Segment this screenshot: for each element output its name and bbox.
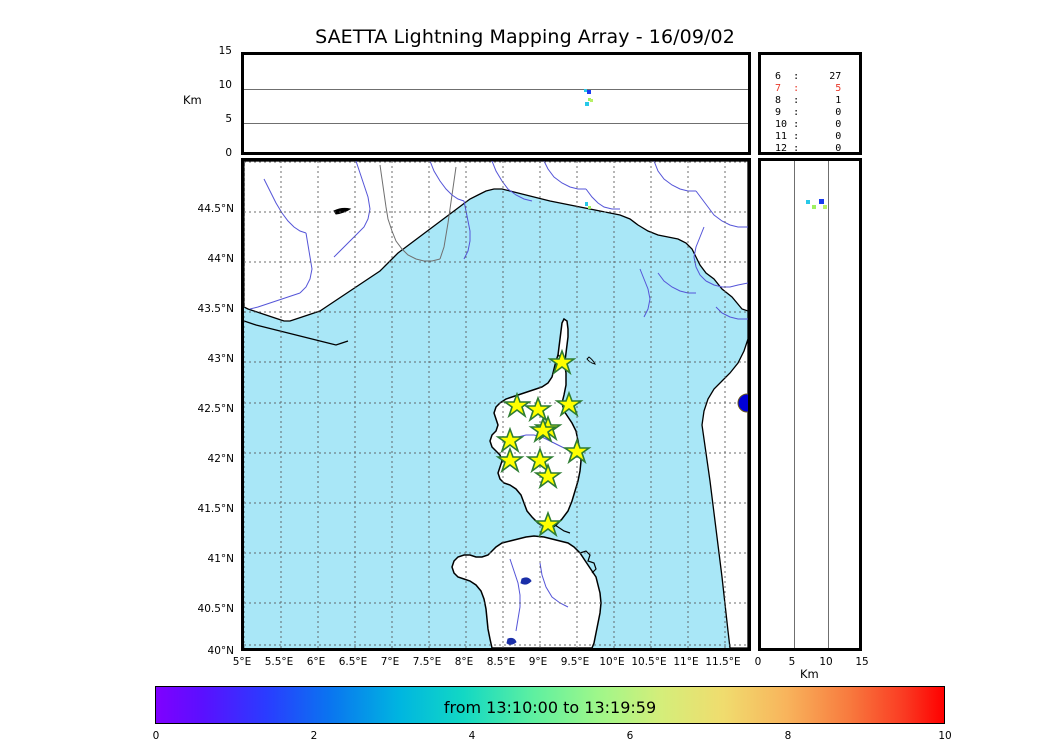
height-panel[interactable] [241,52,751,155]
map-xtick-9E: 9°E [528,656,548,668]
count-row: 12 : 0 [775,143,842,154]
colorbar-label: from 13:10:00 to 13:19:59 [443,698,657,717]
map-ytick-40.5N: 40.5°N [197,603,234,615]
height-ytick-15: 15 [218,45,232,57]
east-distance-panel[interactable] [758,158,862,651]
colorbar-tick-4: 4 [468,730,476,742]
height-gridline-5km [244,123,748,124]
lightning-sources [585,202,591,209]
count-row: 10 : 0 [775,119,842,130]
rivers [249,161,748,320]
count-row: 11 : 0 [775,131,842,142]
count-row: 8 : 1 [775,95,842,106]
height-scatter [584,89,593,106]
east-xaxis-label: Km [800,667,819,681]
height-gridline-10km [244,89,748,90]
east-gridline-10km [828,161,829,648]
east-xtick-10: 10 [819,656,833,668]
map-xtick-6.5E: 6.5°E [338,656,368,668]
map-ytick-42.5N: 42.5°N [197,403,234,415]
count-row-highlight: 7 : 5 [775,83,842,94]
map-xtick-8.5E: 8.5°E [486,656,516,668]
map-ytick-42N: 42°N [207,453,234,465]
east-scatter [806,199,827,209]
east-xtick-5: 5 [788,656,796,668]
height-yaxis-label: Km [183,93,202,107]
east-xtick-15: 15 [855,656,869,668]
colorbar-tick-10: 10 [938,730,952,742]
map-xtick-7.5E: 7.5°E [412,656,442,668]
map-ytick-41N: 41°N [207,553,234,565]
map-xtick-7E: 7°E [380,656,400,668]
edge-marker-dot [737,393,748,413]
map-xtick-11.5E: 11.5°E [705,656,741,668]
count-row: 9 : 0 [775,107,842,118]
map-xtick-5E: 5°E [232,656,252,668]
map-ytick-44.5N: 44.5°N [197,203,234,215]
sardinia-island [451,535,602,648]
page-title: SAETTA Lightning Mapping Array - 16/09/0… [315,26,735,48]
colorbar-tick-0: 0 [152,730,160,742]
count-row: 6 : 27 [775,71,842,82]
height-ytick-0: 0 [225,147,232,159]
map-xtick-10E: 10°E [599,656,625,668]
map-ytick-41.5N: 41.5°N [197,503,234,515]
east-xtick-0: 0 [754,656,762,668]
map-xtick-9.5E: 9.5°E [560,656,590,668]
map-panel[interactable] [241,158,751,651]
station-count-table: 6 : 27 7 : 5 8 : 1 9 : 0 10 : 0 11 : 0 1… [775,71,842,154]
map-xtick-8E: 8°E [454,656,474,668]
colorbar-gradient[interactable] [155,686,945,724]
map-ytick-43.5N: 43.5°N [197,303,234,315]
map-ytick-40N: 40°N [207,645,234,657]
height-ytick-10: 10 [218,79,232,91]
map-gridlines [244,161,748,648]
map-ytick-44N: 44°N [207,253,234,265]
coastal-islands [333,207,596,365]
colorbar-tick-2: 2 [310,730,318,742]
colorbar-tick-6: 6 [626,730,634,742]
station-count-panel[interactable]: 6 : 27 7 : 5 8 : 1 9 : 0 10 : 0 11 : 0 1… [758,52,862,155]
map-xtick-11E: 11°E [673,656,699,668]
height-ytick-5: 5 [225,113,232,125]
colorbar-tick-8: 8 [784,730,792,742]
admin-borders [379,164,457,262]
lma-station-markers [495,348,592,538]
colorbar[interactable] [155,686,945,724]
map-ytick-43N: 43°N [207,353,234,365]
map-xtick-5.5E: 5.5°E [264,656,294,668]
map-xtick-6E: 6°E [306,656,326,668]
map-xtick-10.5E: 10.5°E [631,656,667,668]
east-gridline-5km [794,161,795,648]
